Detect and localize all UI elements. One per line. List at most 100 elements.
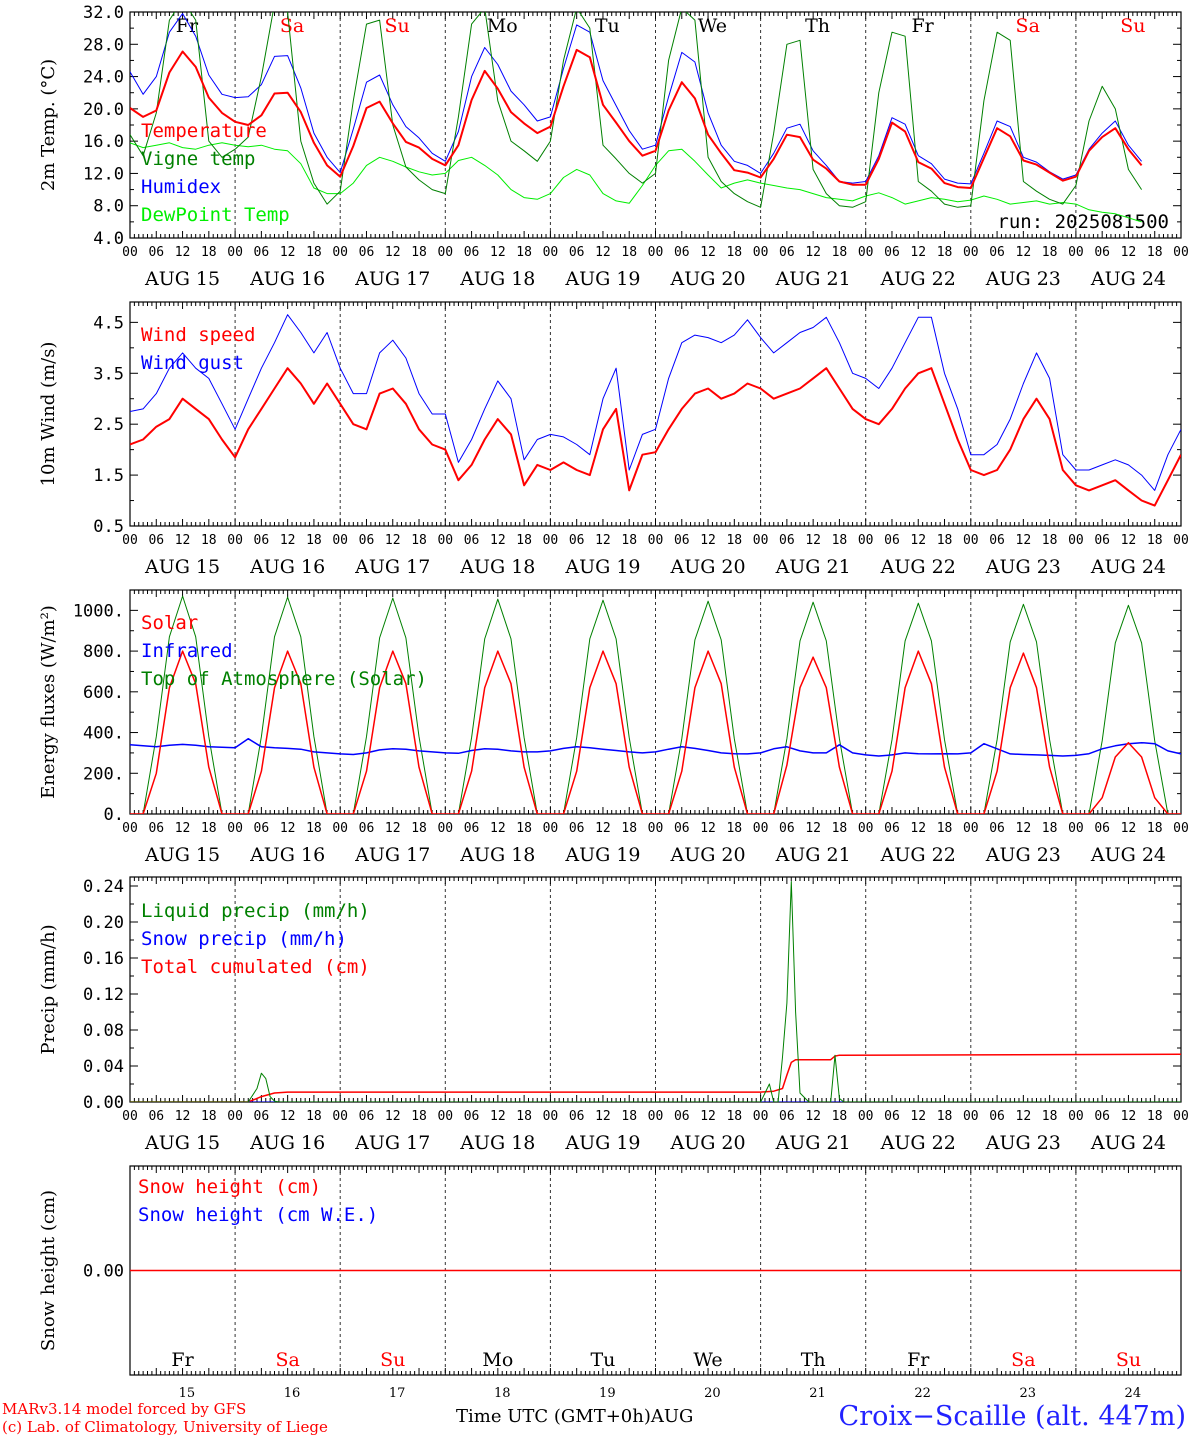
x-axis-title: Time UTC (GMT+0h)AUG — [456, 1406, 693, 1427]
hour-tick-label: 18 — [937, 245, 953, 260]
hour-tick-label: 00 — [858, 533, 874, 548]
series-line — [130, 1053, 1181, 1102]
date-label: AUG 15 — [144, 844, 220, 866]
hour-tick-label: 00 — [963, 821, 979, 836]
hour-tick-label: 00 — [437, 821, 453, 836]
hour-tick-label: 12 — [910, 533, 926, 548]
weekday-label: Sa — [1016, 15, 1040, 37]
hour-tick-label: 18 — [201, 1109, 217, 1124]
footer-model-credit: MARv3.14 model forced by GFS (c) Lab. of… — [2, 1400, 328, 1436]
weekday-label: Sa — [280, 15, 304, 37]
hour-tick-label: 12 — [280, 533, 296, 548]
hour-tick-label: 00 — [543, 1109, 559, 1124]
hour-tick-label: 00 — [753, 821, 769, 836]
hour-tick-label: 00 — [332, 821, 348, 836]
hour-tick-label: 06 — [464, 1109, 480, 1124]
hour-tick-label: 06 — [569, 245, 585, 260]
hour-tick-label: 18 — [411, 1109, 427, 1124]
date-label: AUG 22 — [880, 556, 956, 578]
hour-tick-label: 18 — [621, 533, 637, 548]
hour-tick-label: 06 — [884, 533, 900, 548]
y-axis-label: Snow height (cm) — [38, 1190, 59, 1351]
hour-tick-label: 18 — [516, 533, 532, 548]
hour-tick-label: 18 — [937, 821, 953, 836]
hour-tick-label: 12 — [1121, 1109, 1137, 1124]
series-line — [130, 12, 1143, 208]
hour-tick-label: 18 — [516, 245, 532, 260]
weekday-label: Fr — [911, 15, 934, 37]
hour-tick-label: 18 — [726, 821, 742, 836]
hour-tick-label: 12 — [595, 533, 611, 548]
weekday-label: Su — [1116, 1349, 1141, 1371]
date-label: AUG 18 — [459, 1132, 535, 1154]
legend-entry: Snow precip (mm/h) — [141, 928, 347, 950]
legend-entry: Snow height (cm) — [138, 1176, 321, 1198]
x-axis-label: Time UTC (GMT+0h) — [456, 1406, 651, 1427]
hour-tick-label: 18 — [1042, 821, 1058, 836]
panel-frame — [129, 589, 1182, 815]
y-tick-label: 0.20 — [83, 913, 124, 933]
series-line — [130, 48, 1143, 189]
y-tick-label: 0.5 — [93, 517, 124, 537]
hour-tick-label: 06 — [148, 245, 164, 260]
hour-tick-label: 18 — [201, 533, 217, 548]
legend-entry: Solar — [141, 612, 198, 634]
weekday-label: We — [698, 15, 727, 37]
hour-tick-label: 06 — [254, 533, 270, 548]
model-line: MARv3.14 model forced by GFS — [2, 1400, 247, 1418]
hour-tick-label: 06 — [779, 245, 795, 260]
hour-tick-label: 06 — [569, 821, 585, 836]
date-label: AUG 16 — [249, 556, 325, 578]
hour-tick-label: 06 — [674, 533, 690, 548]
date-label: AUG 20 — [669, 268, 745, 290]
y-tick-label: 12.0 — [83, 164, 124, 184]
legend-entry: Snow height (cm W.E.) — [138, 1204, 378, 1226]
hour-tick-label: 00 — [963, 1109, 979, 1124]
hour-tick-label: 12 — [910, 245, 926, 260]
date-label: AUG 17 — [354, 844, 430, 866]
hour-tick-label: 00 — [543, 533, 559, 548]
hour-tick-label: 06 — [254, 821, 270, 836]
weekday-label: Th — [801, 1349, 826, 1371]
hour-tick-label: 06 — [148, 533, 164, 548]
date-label: AUG 24 — [1090, 1132, 1166, 1154]
y-tick-label: 4.0 — [93, 229, 124, 249]
hour-tick-label: 00 — [543, 821, 559, 836]
hour-tick-label: 18 — [621, 1109, 637, 1124]
date-label: AUG 24 — [1090, 844, 1166, 866]
hour-tick-label: 18 — [201, 245, 217, 260]
hour-tick-label: 18 — [201, 821, 217, 836]
date-label: AUG 20 — [669, 556, 745, 578]
hour-tick-label: 06 — [989, 821, 1005, 836]
hour-tick-label: 00 — [858, 821, 874, 836]
hour-tick-label: 00 — [332, 533, 348, 548]
panel-energy: 0. 200. 400. 600. 800. 1000. Energy fluxes (W/… — [38, 589, 1189, 866]
date-label: AUG 19 — [564, 556, 640, 578]
y-tick-label: 3.5 — [93, 364, 124, 384]
hour-tick-label: 12 — [595, 1109, 611, 1124]
date-label: AUG 18 — [459, 844, 535, 866]
hour-tick-label: 12 — [280, 245, 296, 260]
day-number-label: 22 — [914, 1386, 931, 1401]
y-tick-label: 20.0 — [83, 100, 124, 120]
hour-tick-label: 12 — [385, 245, 401, 260]
date-label: AUG 20 — [669, 1132, 745, 1154]
weekday-label: Tu — [590, 1349, 615, 1371]
hour-tick-label: 06 — [884, 821, 900, 836]
hour-tick-label: 18 — [832, 1109, 848, 1124]
hour-tick-label: 00 — [963, 245, 979, 260]
hour-tick-label: 18 — [306, 533, 322, 548]
date-label: AUG 22 — [880, 844, 956, 866]
y-tick-label: 1000. — [73, 601, 124, 621]
weekday-label: Th — [805, 15, 830, 37]
hour-tick-label: 06 — [359, 533, 375, 548]
weekday-label: We — [693, 1349, 722, 1371]
hour-tick-label: 00 — [543, 245, 559, 260]
hour-tick-label: 18 — [621, 821, 637, 836]
run-annotation: run: 2025081500 — [997, 211, 1169, 233]
hour-tick-label: 12 — [910, 1109, 926, 1124]
hour-tick-label: 06 — [148, 821, 164, 836]
date-label: AUG 24 — [1090, 556, 1166, 578]
